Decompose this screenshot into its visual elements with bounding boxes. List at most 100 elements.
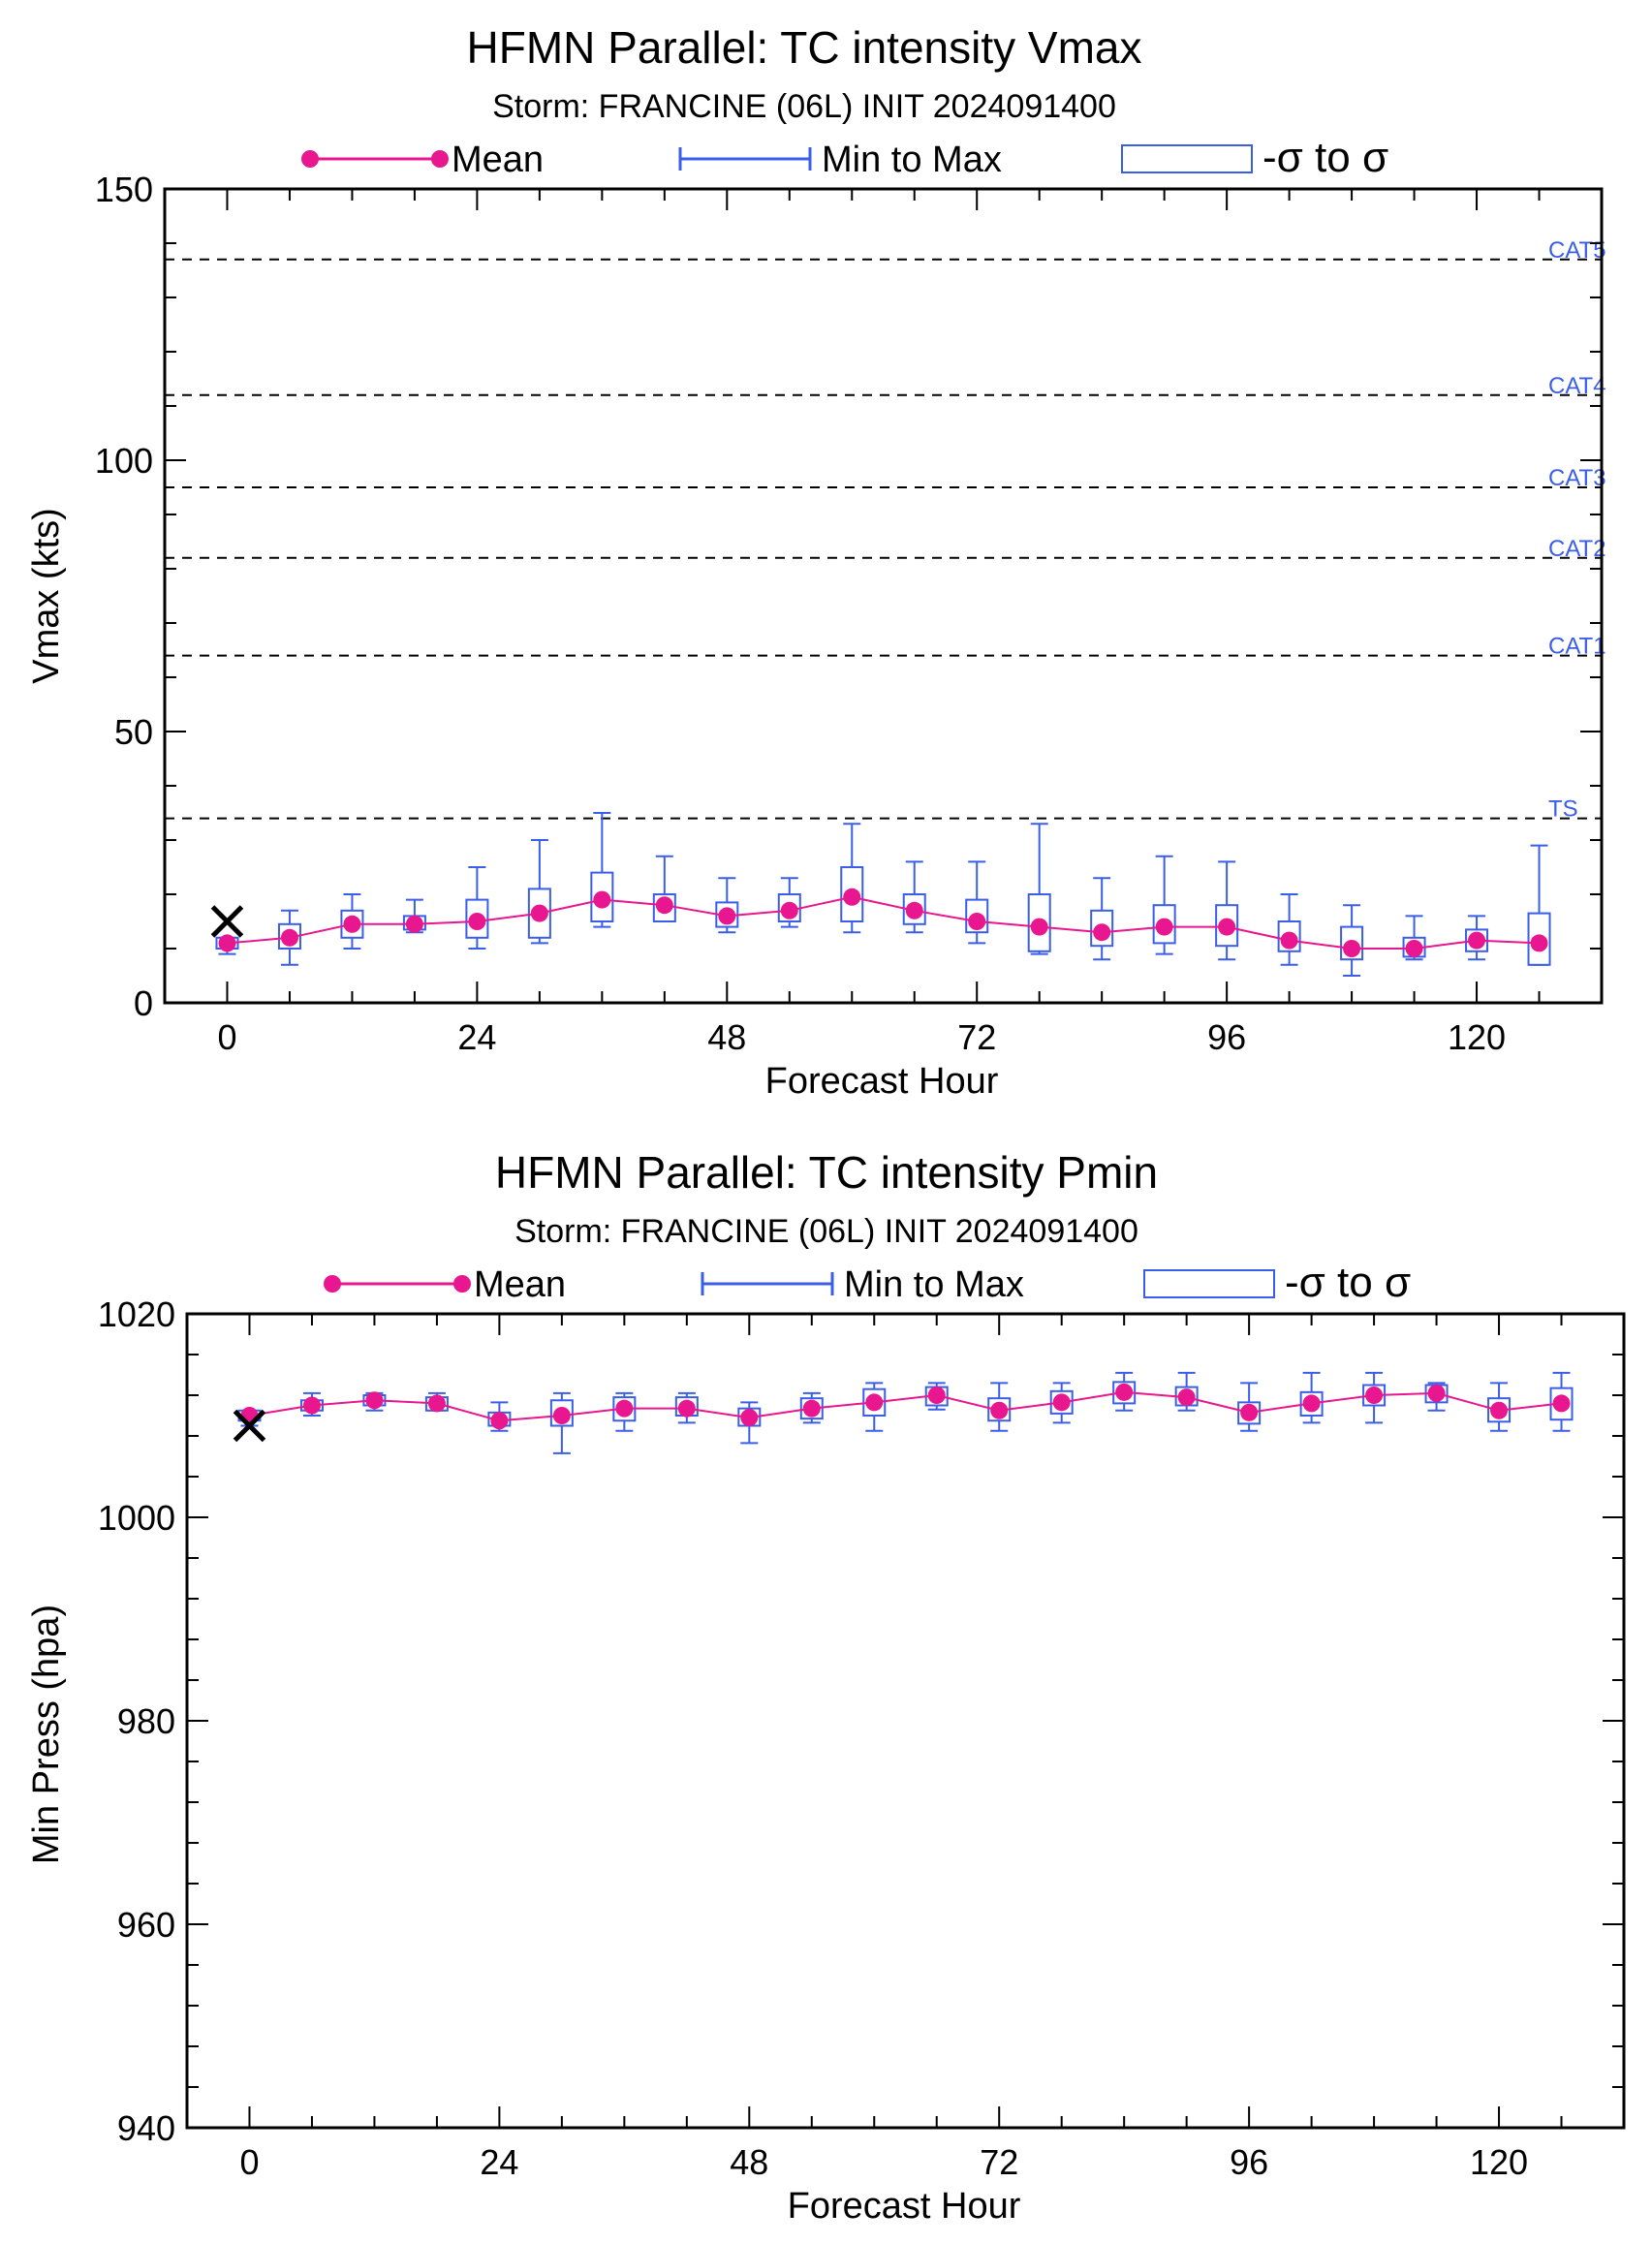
reference-label-cat3: CAT3 [1548,465,1606,491]
mean-point [1490,1401,1509,1419]
x-tick-label: 120 [1448,1017,1506,1057]
legend-range-label: Min to Max [844,1264,1024,1305]
mean-point [1177,1388,1196,1407]
mean-point [427,1394,446,1413]
reference-label-ts: TS [1548,796,1578,823]
reference-label-cat1: CAT1 [1548,634,1606,660]
x-tick-label: 96 [1207,1017,1246,1057]
y-tick-label: 0 [134,983,153,1023]
x-axis-label: Forecast Hour [788,2186,1021,2227]
mean-point [1552,1394,1571,1413]
mean-point [802,1399,821,1418]
mean-point [552,1407,571,1424]
mean-point [780,901,798,919]
reference-label-cat4: CAT4 [1548,373,1606,399]
mean-point [968,913,986,930]
y-tick-label: 100 [95,441,153,481]
mean-point [365,1391,384,1410]
mean-point [1115,1383,1134,1401]
chart-title: HFMN Parallel: TC intensity Pmin [495,1147,1158,1198]
x-tick-label: 24 [480,2142,518,2182]
mean-point [615,1399,634,1418]
mean-point [1530,934,1548,952]
x-tick-label: 24 [457,1017,496,1057]
mean-point [490,1412,509,1430]
mean-point [927,1387,946,1404]
mean-point [1427,1384,1446,1402]
mean-point [1093,923,1111,942]
chart-pmin: HFMN Parallel: TC intensity Pmin Storm: … [26,1147,1626,2227]
mean-line [227,895,1540,950]
legend-mean-marker [453,1275,471,1293]
legend-range-label: Min to Max [822,140,1002,180]
mean-point [990,1401,1009,1419]
mean-point [1030,918,1048,936]
mean-point [865,1393,884,1412]
y-tick-label: 1000 [98,1498,175,1538]
y-tick-label: 150 [95,170,153,209]
mean-line [249,1390,1562,1422]
mean-point [1405,940,1423,957]
mean-point [302,1396,321,1415]
mean-point [1218,918,1236,936]
mean-point [843,888,861,906]
legend-mean-marker [431,150,449,168]
mean-point [718,907,736,925]
y-axis-label: Vmax (kts) [26,508,67,684]
observed-marker-stroke [233,1409,266,1443]
mean-point [280,928,298,947]
y-tick-label: 960 [117,1905,175,1945]
y-tick-label: 940 [117,2108,175,2148]
mean-point [1052,1393,1071,1412]
y-tick-label: 1020 [98,1294,175,1334]
legend: Mean Min to Max -σ to σ [301,134,1388,181]
x-tick-label: 120 [1470,2142,1528,2182]
legend-mean-label: Mean [474,1264,566,1305]
x-tick-label: 72 [980,2142,1018,2182]
x-tick-label: 48 [730,2142,768,2182]
tick-labels: 940 960 980 1000 1020 0 24 48 72 96 120 [98,1294,1528,2182]
reference-label-cat2: CAT2 [1548,536,1606,562]
plot-frame [185,1312,1626,2130]
mean-point [1155,918,1173,936]
plot-frame [163,187,1604,1005]
reference-label-cat5: CAT5 [1548,237,1606,264]
legend-mean-marker [301,150,319,168]
legend: Mean Min to Max -σ to σ [324,1259,1411,1306]
mean-point [1468,931,1486,950]
mean-point [1280,931,1298,950]
axis-ticks [165,188,1603,1004]
observed-marker [233,1409,266,1443]
chart-title: HFMN Parallel: TC intensity Vmax [467,22,1142,73]
reference-lines: TS CAT1 CAT2 CAT3 CAT4 CAT5 [165,237,1606,823]
y-tick-label: 50 [114,712,153,752]
mean-point [1343,940,1361,957]
chart-subtitle: Storm: FRANCINE (06L) INIT 2024091400 [492,88,1116,125]
legend-sigma-label: -σ to σ [1262,134,1388,181]
legend-mean-marker [324,1275,341,1293]
mean-point [530,904,548,922]
mean-point [677,1399,696,1418]
mean-point [593,890,611,909]
x-tick-label: 48 [707,1017,746,1057]
mean-point [655,896,673,915]
mean-point [1302,1394,1321,1413]
chart-vmax: HFMN Parallel: TC intensity Vmax Storm: … [26,22,1606,1102]
mean-point [405,915,423,933]
x-tick-label: 0 [217,1017,236,1057]
x-tick-label: 96 [1230,2142,1268,2182]
data-marks [233,1371,1574,1454]
legend-sigma-label: -σ to σ [1285,1259,1411,1306]
y-tick-label: 980 [117,1701,175,1741]
mean-point [1365,1387,1384,1404]
legend-mean-label: Mean [452,140,544,180]
observed-marker [210,905,244,938]
axis-ticks [187,1313,1625,2129]
mean-point [1240,1403,1259,1421]
y-axis-label: Min Press (hpa) [26,1605,67,1864]
mean-point [905,901,923,919]
chart-subtitle: Storm: FRANCINE (06L) INIT 2024091400 [514,1213,1138,1250]
mean-point [343,915,361,933]
mean-point [740,1409,759,1427]
